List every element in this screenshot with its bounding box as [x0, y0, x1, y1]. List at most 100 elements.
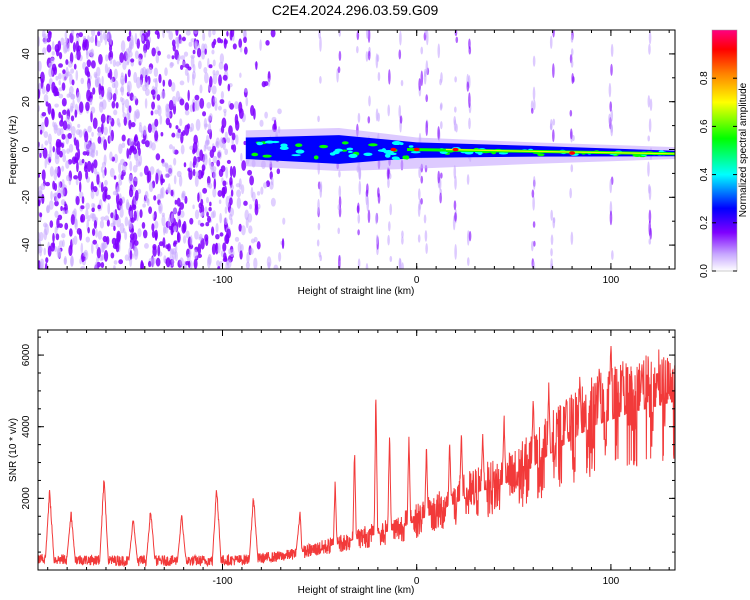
- noise-blob: [104, 167, 107, 176]
- noise-blob: [76, 161, 79, 173]
- noise-blob: [192, 49, 196, 55]
- noise-blob: [209, 162, 214, 170]
- noise-blob: [187, 89, 190, 102]
- band-blob: [389, 203, 392, 216]
- noise-blob: [185, 30, 191, 36]
- noise-blob: [222, 74, 228, 81]
- snr-frame: [37, 329, 676, 571]
- noise-blob: [227, 259, 232, 269]
- band-blob: [532, 221, 536, 228]
- noise-blob: [133, 247, 139, 260]
- noise-blob: [191, 73, 195, 86]
- noise-blob: [249, 204, 253, 210]
- noise-blob: [80, 265, 86, 269]
- band-blob: [367, 50, 371, 61]
- band-blob: [400, 79, 404, 87]
- noise-blob: [48, 149, 52, 160]
- noise-blob: [162, 79, 166, 87]
- band-blob: [532, 86, 536, 101]
- noise-blob: [67, 121, 73, 132]
- noise-blob: [239, 250, 243, 260]
- band-blob: [550, 119, 553, 131]
- noise-blob: [57, 214, 63, 221]
- noise-blob: [60, 37, 65, 46]
- noise-blob: [133, 210, 137, 221]
- band-blob: [647, 135, 651, 142]
- noise-blob: [201, 50, 206, 60]
- band-blob: [532, 175, 536, 190]
- noise-blob: [41, 30, 46, 38]
- band-blob: [570, 59, 574, 68]
- noise-blob: [97, 204, 102, 210]
- noise-blob: [54, 154, 60, 165]
- noise-blob: [108, 44, 113, 53]
- noise-blob: [156, 31, 160, 40]
- noise-blob: [78, 101, 84, 114]
- snr-chart: -100 0 100 2000 4000 6000 Height of straight …: [8, 329, 676, 596]
- noise-blob: [225, 166, 229, 179]
- noise-blob: [260, 186, 264, 195]
- noise-blob: [63, 257, 67, 265]
- noise-blob: [105, 54, 109, 62]
- band-blob: [608, 82, 612, 98]
- noise-blob: [134, 50, 139, 60]
- band-blob: [648, 30, 652, 45]
- noise-blob: [208, 122, 212, 134]
- band-blob: [375, 213, 378, 225]
- band-blob: [389, 255, 393, 263]
- colorbar-label: Normalized spectral amplitude: [738, 82, 749, 217]
- noise-blob: [142, 125, 147, 136]
- noise-blob: [104, 188, 108, 199]
- noise-blob: [180, 144, 185, 155]
- noise-blob: [161, 161, 167, 167]
- noise-blob: [192, 168, 196, 177]
- noise-blob: [164, 173, 169, 178]
- noise-blob: [39, 212, 43, 218]
- band-blob: [401, 262, 404, 269]
- noise-blob: [151, 230, 156, 239]
- noise-blob: [158, 73, 162, 84]
- noise-blob: [50, 190, 53, 201]
- x-tick-label: 0: [414, 275, 420, 286]
- noise-blob: [155, 172, 159, 185]
- noise-blob: [109, 167, 115, 178]
- band-blob: [550, 248, 553, 257]
- noise-blob: [187, 260, 191, 269]
- noise-blob: [150, 89, 156, 96]
- band-blob: [357, 258, 361, 269]
- band-blob: [418, 78, 421, 91]
- noise-blob: [104, 33, 108, 46]
- noise-blob: [147, 30, 151, 37]
- y-tick-label: -40: [21, 237, 32, 252]
- band-blob: [610, 123, 613, 133]
- band-blob: [552, 217, 556, 229]
- noise-blob: [84, 131, 89, 143]
- noise-blob: [88, 49, 94, 57]
- noise-blob: [253, 108, 256, 120]
- noise-blob: [58, 87, 63, 92]
- noise-blob: [176, 36, 180, 48]
- noise-blob: [259, 39, 262, 51]
- noise-blob: [167, 216, 172, 229]
- band-blob: [647, 161, 650, 177]
- noise-blob: [109, 125, 112, 135]
- noise-blob: [157, 105, 162, 117]
- noise-blob: [97, 230, 103, 240]
- band-blob: [318, 30, 321, 39]
- noise-blob: [119, 207, 124, 218]
- noise-blob: [245, 96, 249, 107]
- band-blob: [375, 108, 379, 122]
- noise-blob: [247, 213, 253, 223]
- noise-blob: [54, 200, 59, 207]
- noise-blob: [145, 39, 150, 50]
- noise-blob: [137, 228, 142, 238]
- noise-blob: [175, 125, 179, 130]
- band-blob: [550, 234, 554, 246]
- noise-blob: [121, 103, 125, 114]
- noise-blob: [144, 74, 148, 83]
- x-tick-label: -100: [212, 275, 232, 286]
- noise-blob: [212, 30, 216, 36]
- noise-blob: [60, 199, 66, 206]
- noise-blob: [51, 81, 56, 94]
- noise-blob: [148, 206, 153, 214]
